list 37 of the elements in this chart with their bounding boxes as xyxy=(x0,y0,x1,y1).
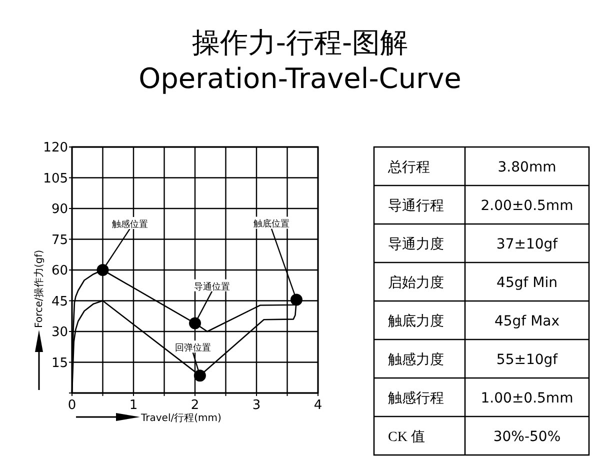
text: 45gf Min xyxy=(496,274,558,291)
x-tick-label: 2 xyxy=(190,398,200,413)
text: 触底力度 xyxy=(388,313,444,330)
x-tick-label: 3 xyxy=(252,398,261,413)
x-tick-label: 1 xyxy=(129,398,138,413)
x-axis-title: Travel/行程(mm) xyxy=(140,413,222,424)
x-tick-label: 0 xyxy=(68,398,76,413)
y-tick-label: 90 xyxy=(51,202,68,217)
y-tick-label: 105 xyxy=(43,171,68,186)
text: 1.00±0.5mm xyxy=(480,390,574,406)
text: 触感力度 xyxy=(388,352,444,368)
y-tick-label: 75 xyxy=(51,232,68,248)
y-tick-label: 30 xyxy=(51,325,68,340)
y-axis-title: Force/操作力(gf) xyxy=(33,250,45,328)
text: 总行程 xyxy=(387,159,430,176)
text: 55±10gf xyxy=(496,352,559,368)
text: 启始力度 xyxy=(388,274,444,291)
text: 导通行程 xyxy=(388,198,444,214)
text: 37±10gf xyxy=(496,236,559,252)
text: 45gf Max xyxy=(494,313,560,330)
annotation: 导通位置 xyxy=(194,281,230,292)
text: 触感行程 xyxy=(388,390,444,406)
text: 30%-50% xyxy=(493,428,561,445)
x-tick-label: 4 xyxy=(314,398,322,413)
text: 导通力度 xyxy=(388,236,444,252)
text: CK 值 xyxy=(388,428,425,445)
chart-subtitle: Operation-Travel-Curve xyxy=(138,62,462,95)
chart-title: 操作力-行程-图解 xyxy=(192,26,408,59)
y-tick-label: 45 xyxy=(51,294,68,310)
annotation: 回弹位置 xyxy=(174,342,211,353)
text: 2.00±0.5mm xyxy=(480,198,574,214)
annotation: 触底位置 xyxy=(253,218,290,229)
text: 3.80mm xyxy=(498,159,556,176)
y-tick-label: 15 xyxy=(51,356,68,371)
y-tick-label: 120 xyxy=(43,140,68,156)
y-tick-label: 60 xyxy=(51,264,68,278)
annotation: 触感位置 xyxy=(112,219,148,229)
